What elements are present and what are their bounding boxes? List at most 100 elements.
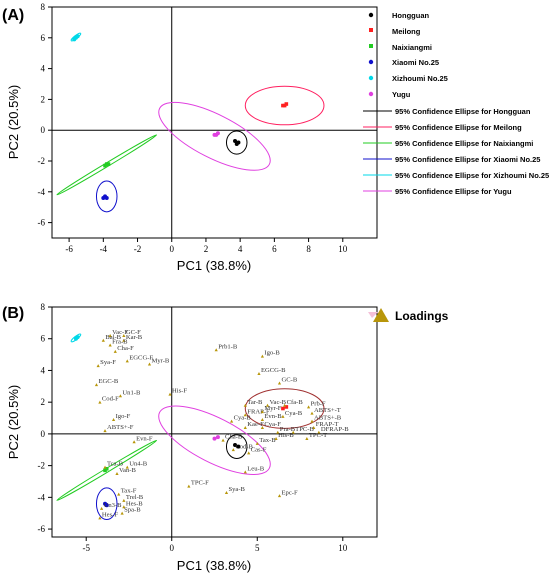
y-tick-label: 8 [41,2,46,12]
legend-item-ellipse-hongguan: 95% Confidence Ellipse for Hongguan [363,107,531,116]
x-tick-label: -4 [100,244,108,254]
loading-label-cod-f: Cod-F [102,396,119,403]
loading-label-prb1-b: Prb1-B [218,343,238,350]
y-tick-label: -6 [38,218,46,228]
loading-label-abts-f: ABTS+-F [107,424,134,431]
legend-item-ellipse-yugu: 95% Confidence Ellipse for Yugu [363,187,512,196]
y-tick-label: 0 [41,429,46,439]
loading-marker-cha-f [113,349,117,353]
data-point-naixiangmi [106,162,111,166]
panel-b-label: (B) [2,305,24,322]
data-point-yugu [214,132,219,137]
confidence-ellipse-yugu [158,405,271,475]
y-tick-label: 4 [41,64,46,74]
loading-marker-sya-f [96,364,100,368]
loading-label-leu-b: Leu-B [247,465,264,472]
legend-label-ellipse-xizhoumi: 95% Confidence Ellipse for Xizhoumi No.2… [395,171,549,180]
x-tick-label: 2 [204,244,209,254]
loading-label-un4-b: Un4-B [129,461,148,468]
loading-label-egcg-b: EGCG-B [261,367,286,374]
x-tick-label: 4 [238,244,243,254]
y-tick-label: 4 [41,365,46,375]
loading-marker-tar-b [243,403,247,407]
loading-label-tpc-f: TPC-F [191,480,209,487]
loading-marker-his-f [168,392,172,396]
loading-label-egcg-f: EGCG-F [129,354,153,361]
legend-label-hongguan: Hongguan [392,11,429,20]
confidence-ellipse-xiaomi-no-25 [95,487,118,521]
y-tick-label: 2 [41,397,46,407]
loading-marker-tpc-b [291,430,295,434]
data-point-xizhoumi-no-25 [75,335,80,340]
y-tick-label: 6 [41,33,46,43]
data-point-hongguan [234,142,239,147]
loading-label-tca-b: Tca-B [107,461,124,468]
legend-label-loadings: Loadings [395,309,449,323]
loading-marker-tca-b [103,465,107,469]
loading-marker-evn-f [132,440,136,444]
loading-label-cya-b: Cya-B [234,415,252,422]
loading-label-abts-b: ABTS+-B [314,415,342,422]
loading-marker-tax-b [255,441,259,445]
loading-label-spa-b: Spa-B [124,507,141,514]
y-tick-label: 0 [41,125,46,135]
panel-b-x-axis-label: PC1 (38.8%) [177,558,251,573]
loading-marker-un1-b [118,394,123,398]
data-point-naixiangmi [103,468,107,473]
y-tick-label: -4 [38,187,46,197]
loading-label-tar-b: Tar-B [247,399,263,406]
loading-label-gc-b: GC-B [282,377,298,384]
loading-label-kae-f: Kae-F [247,421,264,428]
confidence-ellipse-hongguan [225,434,248,459]
loading-label-gc-f: GC-F [126,329,141,336]
loading-label-igo-b: Igo-B [264,350,280,357]
legend-label-xiaomi: Xiaomi No.25 [392,58,439,67]
data-point-yugu [215,435,220,440]
loading-marker-tax-f [117,492,121,496]
legend-marker-loadings [373,308,389,322]
confidence-ellipse-meilong [244,388,325,429]
loading-label-fra-b: Fra-B [112,339,128,346]
loading-label-tax-b: Tax-B [259,437,276,444]
confidence-ellipse-xiaomi-no-25 [95,180,118,213]
legend-item-ellipse-meilong: 95% Confidence Ellipse for Meilong [363,123,522,132]
loading-label-his-b: His-B [278,432,294,439]
loading-marker-bal-b [101,338,105,342]
loading-label-tax-f: Tax-F [121,488,137,495]
panel-a-x-axis-label: PC1 (38.8%) [177,258,251,273]
panel-a-ellipses [56,32,325,213]
legend-decoration [368,312,378,318]
loading-marker-pra-b [276,430,280,434]
confidence-ellipse-hongguan [225,130,248,155]
loading-label-cod-b: Cod-B [235,443,253,450]
legend-marker-meilong [369,28,373,32]
panel-a-x-ticks: -6 -4 -2 0 2 4 6 8 10 [65,238,348,254]
data-point-meilong [284,405,289,409]
loading-marker-un4-b [125,465,129,469]
loading-label-un3-b: Un3-B [104,502,123,509]
panel-b-legend: Loadings [368,308,449,323]
loading-marker-frap-t [312,425,316,429]
loading-marker-myr-b [147,362,152,366]
loading-marker-cya-b [281,414,285,418]
loading-marker-trel-b [122,498,126,502]
loading-label-prb-f: Prb-F [311,400,326,407]
loading-marker-epc-f [277,494,282,498]
legend-item-yugu: Yugu [368,90,411,99]
loading-marker-prb-f [306,405,311,409]
loading-marker-igo-f [111,418,116,422]
y-tick-label: -4 [38,492,46,502]
data-point-xiaomi-no-25 [101,195,106,200]
panel-b-y-ticks: -6 -4 -2 0 2 4 6 8 [38,302,52,534]
confidence-ellipse-yugu [158,101,271,171]
loading-marker-gc-b [277,381,282,385]
data-point-yugu [212,436,217,441]
loading-marker-un3-b [100,506,104,510]
legend-item-ellipse-xiaomi: 95% Confidence Ellipse for Xiaomi No.25 [363,155,540,164]
loading-marker-kae-f [243,425,247,429]
loading-label-van-b: Van-B [119,467,136,474]
loading-label-epc-f: Epc-F [282,489,298,496]
loading-label-un1-b: Un1-B [122,389,141,396]
